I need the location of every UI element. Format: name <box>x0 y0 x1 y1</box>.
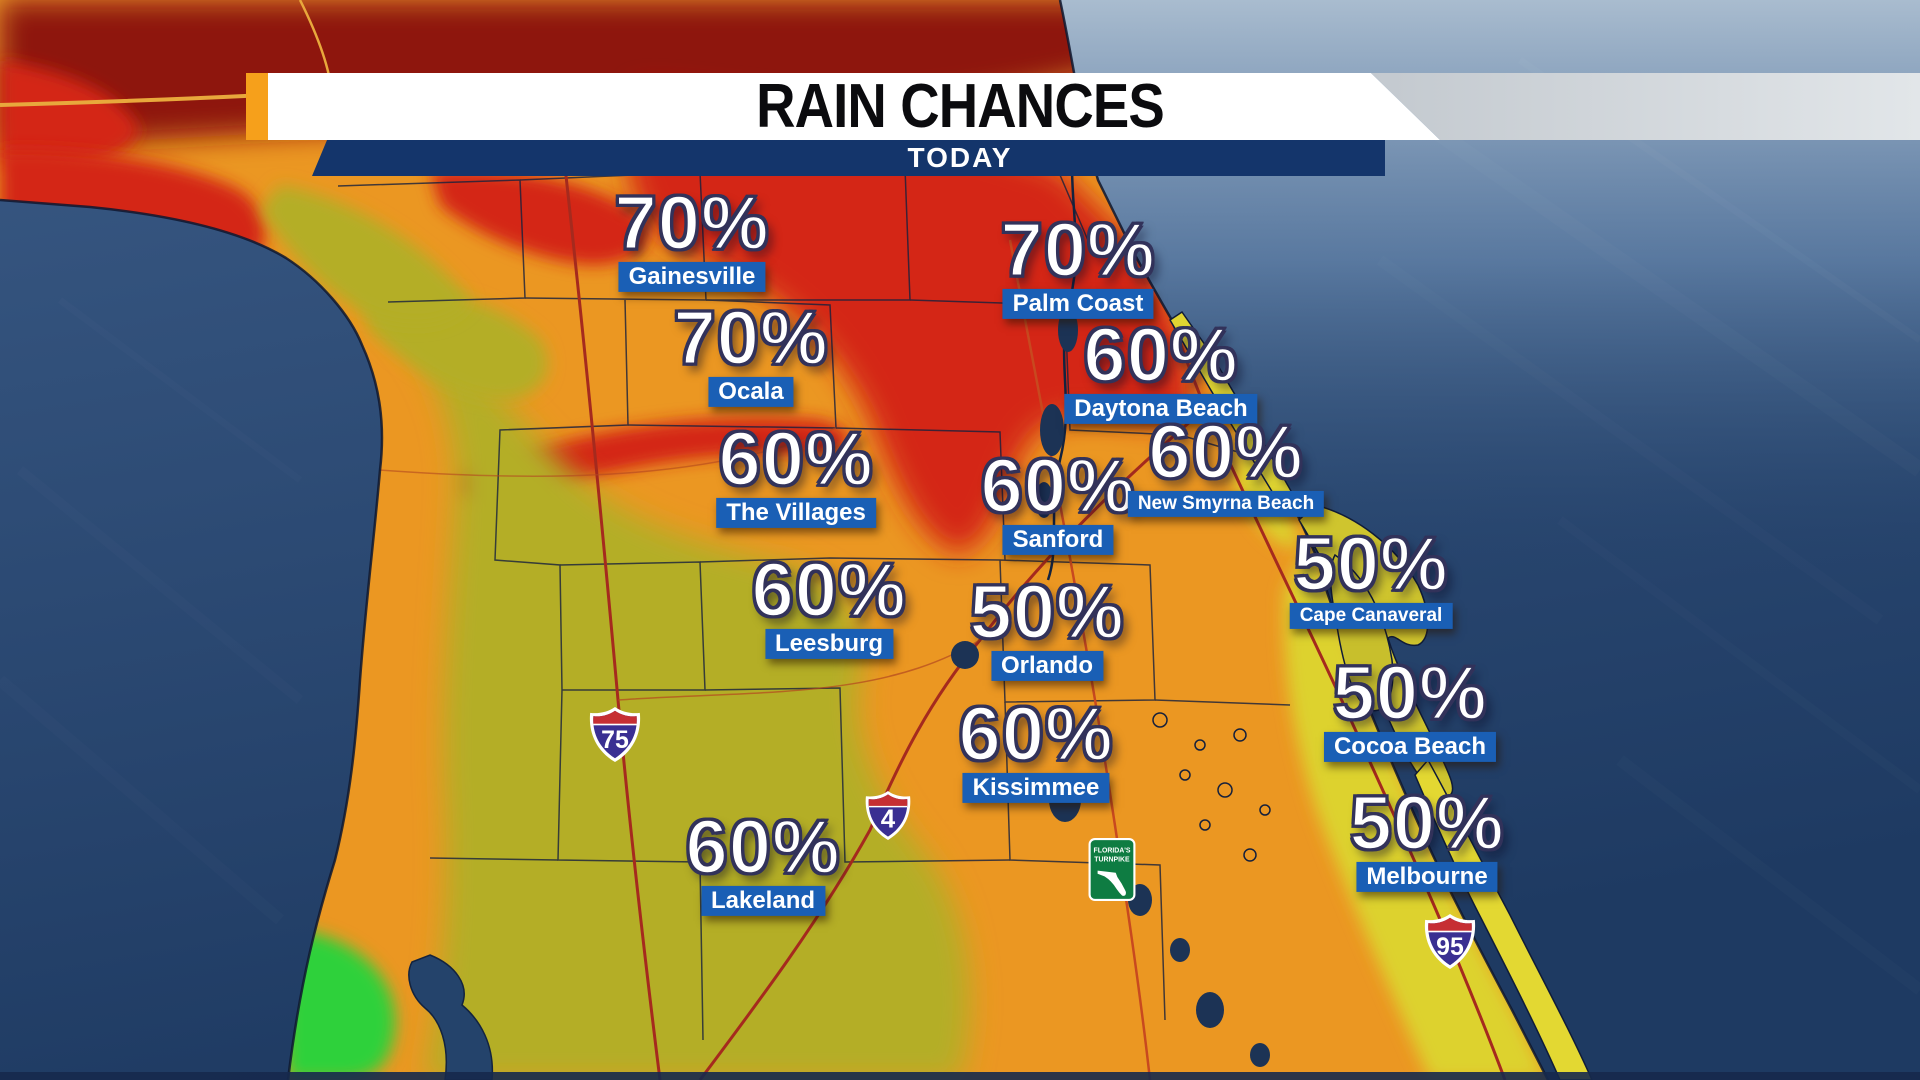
rain-percent-value: 60% <box>1082 312 1239 398</box>
city-name-chip: New Smyrna Beach <box>1127 491 1325 518</box>
city-name-chip: Orlando <box>990 651 1103 682</box>
svg-text:75: 75 <box>601 727 629 754</box>
city-name-chip: Gainesville <box>618 262 766 293</box>
svg-text:FLORIDA'S: FLORIDA'S <box>1093 847 1130 854</box>
rain-chance-ocala: 70% Ocala <box>672 295 829 408</box>
svg-text:95: 95 <box>1436 934 1464 961</box>
rain-percent-value: 50% <box>1348 780 1505 866</box>
rain-chance-lakeland: 60% Lakeland <box>684 804 841 917</box>
rain-chance-palm-coast: 70% Palm Coast <box>999 207 1156 320</box>
rain-percent-value: 50% <box>968 569 1125 655</box>
city-name-chip: Kissimmee <box>962 773 1110 804</box>
city-name-chip: Daytona Beach <box>1064 394 1258 425</box>
rain-percent-value: 60% <box>1147 409 1304 495</box>
interstate-95-shield-icon: 95 <box>1423 912 1477 976</box>
rain-percent-value: 50% <box>1331 650 1488 736</box>
rain-chance-melbourne: 50% Melbourne <box>1348 780 1505 893</box>
rain-percent-value: 60% <box>979 443 1136 529</box>
banner-background <box>268 73 1440 140</box>
city-name-chip: Palm Coast <box>1002 289 1154 320</box>
page-title: RAIN CHANCES <box>756 72 1165 141</box>
svg-text:4: 4 <box>881 805 896 833</box>
city-name-chip: Cape Canaveral <box>1289 603 1453 630</box>
svg-text:TURNPIKE: TURNPIKE <box>1094 857 1130 864</box>
banner-subtitle: TODAY <box>907 142 1013 173</box>
rain-chance-cape-canaveral: 50% Cape Canaveral <box>1289 521 1453 630</box>
banner-gray-tail <box>1371 73 1920 140</box>
rain-chance-leesburg: 60% Leesburg <box>750 547 907 660</box>
rain-percent-value: 60% <box>957 691 1114 777</box>
interstate-75-shield-icon: 75 <box>588 705 642 769</box>
city-name-chip: Ocala <box>708 377 794 408</box>
rain-percent-value: 60% <box>750 547 907 633</box>
rain-percent-value: 50% <box>1292 521 1449 607</box>
rain-chance-daytona-beach: 60% Daytona Beach <box>1064 312 1258 425</box>
rain-chance-orlando: 50% Orlando <box>968 569 1125 682</box>
rain-percent-value: 70% <box>672 295 829 381</box>
florida-turnpike-shield-icon: FLORIDA'S TURNPIKE <box>1088 838 1136 907</box>
city-name-chip: Sanford <box>1002 525 1114 556</box>
rain-percent-value: 70% <box>613 180 770 266</box>
city-name-chip: The Villages <box>716 498 876 529</box>
banner-subtitle-bar <box>312 140 1385 176</box>
rain-percent-value: 60% <box>684 804 841 890</box>
rain-percent-value: 60% <box>717 416 874 502</box>
rain-chance-cocoa-beach: 50% Cocoa Beach <box>1323 650 1497 763</box>
rain-chance-the-villages: 60% The Villages <box>716 416 876 529</box>
city-name-chip: Cocoa Beach <box>1323 732 1497 763</box>
barrier-islands <box>1168 310 1593 1080</box>
rain-chance-gainesville: 70% Gainesville <box>613 180 770 293</box>
city-name-chip: Lakeland <box>700 886 826 917</box>
city-name-chip: Melbourne <box>1356 862 1498 893</box>
rain-chance-kissimmee: 60% Kissimmee <box>957 691 1114 804</box>
rain-chance-new-smyrna-beach: 60% New Smyrna Beach <box>1127 409 1325 518</box>
banner-accent-bar <box>246 73 268 140</box>
interstate-4-shield-icon: 4 <box>864 789 912 847</box>
city-name-chip: Leesburg <box>764 629 894 660</box>
rain-percent-value: 70% <box>999 207 1156 293</box>
rain-chance-sanford: 60% Sanford <box>979 443 1136 556</box>
